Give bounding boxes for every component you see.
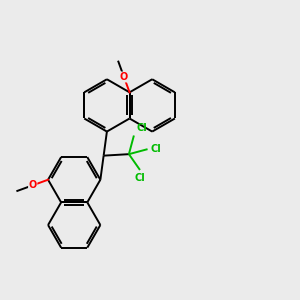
Text: O: O <box>120 72 128 82</box>
Text: Cl: Cl <box>151 144 161 154</box>
Text: Cl: Cl <box>135 173 146 183</box>
Text: Cl: Cl <box>136 123 147 133</box>
Text: O: O <box>28 180 37 190</box>
